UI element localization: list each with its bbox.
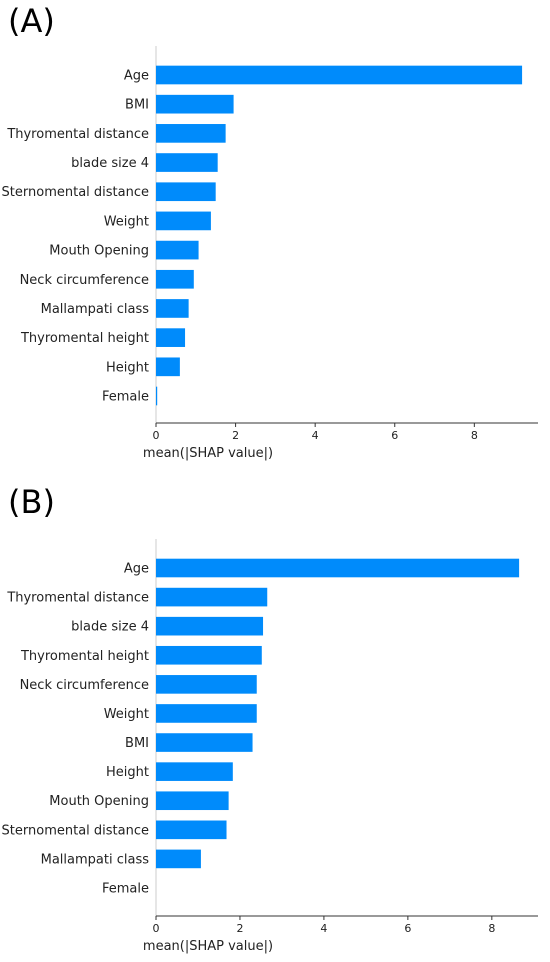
x-tick-label: 4 — [320, 922, 327, 935]
category-label: BMI — [125, 736, 149, 751]
bar-weight — [156, 211, 211, 231]
x-tick-label: 8 — [471, 429, 478, 442]
category-label: Neck circumference — [20, 678, 149, 693]
shap-bar-chart-b: Age Thyromental distance blade size 4 Thyro… — [2, 539, 538, 954]
category-label: Thyromental distance — [6, 127, 149, 142]
bar-mallampati-class — [156, 299, 189, 318]
bar-age — [156, 558, 520, 578]
x-tick-label: 6 — [404, 922, 411, 935]
bar-height — [156, 762, 233, 781]
bar-mouth-opening — [156, 240, 199, 260]
bar-age — [156, 65, 523, 85]
bar-blade-size-4 — [156, 616, 264, 636]
bar-sternomental-distance — [156, 820, 227, 840]
category-label: Age — [124, 69, 149, 84]
panel-label-b: (B) — [8, 483, 55, 521]
chart-panel-a: Age BMI Thyromental distance blade size 4 St… — [2, 2, 538, 461]
category-label: Weight — [104, 214, 149, 229]
bar-neck-circumference — [156, 269, 194, 289]
shap-bar-chart-a: Age BMI Thyromental distance blade size 4 St… — [2, 46, 538, 461]
x-tick-label: 2 — [232, 429, 239, 442]
bar-thyromental-distance — [156, 124, 226, 143]
x-axis-title: mean(|SHAP value|) — [143, 446, 273, 461]
category-label: blade size 4 — [71, 620, 149, 635]
bar-mallampati-class — [156, 849, 201, 869]
bar-thyromental-height — [156, 645, 262, 665]
x-tick-label: 0 — [153, 429, 160, 442]
x-tick-label: 4 — [312, 429, 319, 442]
x-tick-label: 8 — [488, 922, 495, 935]
category-label: Neck circumference — [20, 273, 149, 288]
category-label: Sternomental distance — [2, 823, 149, 838]
bar-weight — [156, 704, 257, 723]
category-label: Thyromental height — [20, 649, 149, 664]
category-label: Age — [124, 562, 149, 577]
category-label: Thyromental height — [20, 331, 149, 346]
x-tick-label: 2 — [236, 922, 243, 935]
bar-thyromental-height — [156, 328, 186, 347]
bar-sternomental-distance — [156, 182, 216, 202]
category-label: Mouth Opening — [49, 244, 149, 259]
category-label: Female — [102, 882, 149, 897]
panel-label-a: (A) — [8, 2, 55, 40]
x-tick-label: 6 — [391, 429, 398, 442]
category-label: Female — [102, 390, 149, 405]
category-label: Thyromental distance — [6, 591, 149, 606]
bar-mouth-opening — [156, 791, 229, 811]
category-label: Mallampati class — [41, 302, 150, 317]
category-label: Mallampati class — [41, 852, 150, 867]
category-label: Sternomental distance — [2, 185, 149, 200]
bar-height — [156, 357, 180, 377]
bar-thyromental-distance — [156, 587, 268, 607]
chart-panel-b: Age Thyromental distance blade size 4 Thyro… — [0, 481, 550, 962]
bar-female — [156, 386, 158, 406]
category-label: Height — [106, 360, 149, 375]
bar-blade-size-4 — [156, 153, 218, 172]
category-label: Height — [106, 765, 149, 780]
bar-bmi — [156, 94, 234, 114]
bar-neck-circumference — [156, 675, 257, 694]
category-label: BMI — [125, 98, 149, 113]
x-tick-label: 0 — [153, 922, 160, 935]
x-axis-title: mean(|SHAP value|) — [143, 939, 273, 954]
category-label: Mouth Opening — [49, 794, 149, 809]
category-label: blade size 4 — [71, 156, 149, 171]
bar-bmi — [156, 733, 253, 752]
category-label: Weight — [104, 707, 149, 722]
